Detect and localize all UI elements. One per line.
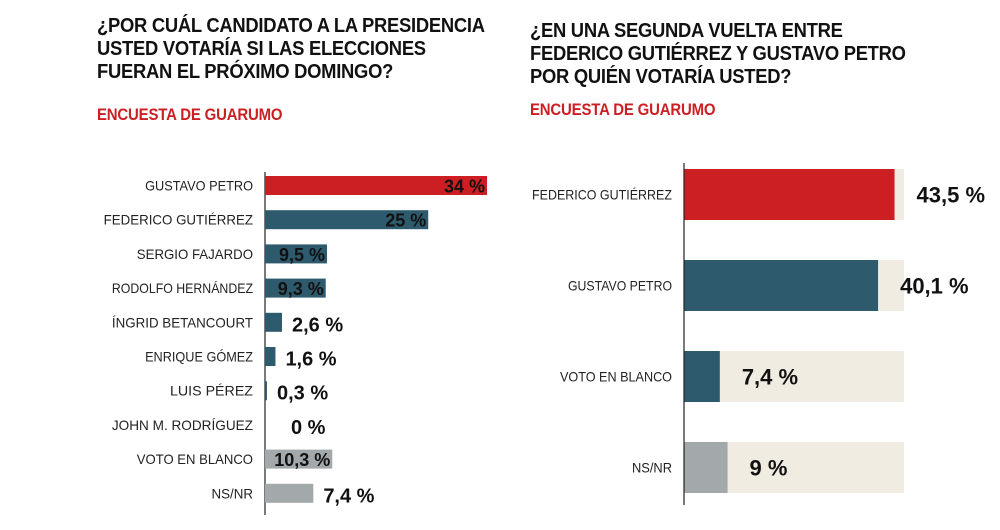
chart1-value-label: 34 % bbox=[444, 177, 485, 197]
chart1-bar bbox=[265, 210, 429, 230]
chart1-bar bbox=[265, 278, 326, 298]
chart1-bar bbox=[265, 312, 282, 332]
chart1-category-label: NS/NR bbox=[212, 485, 254, 501]
chart1-value-label: 10,3 % bbox=[274, 450, 330, 470]
chart1-category-label: FEDERICO GUTIÉRREZ bbox=[104, 212, 254, 228]
chart2-bar bbox=[684, 260, 879, 311]
chart1-bar bbox=[265, 347, 276, 366]
chart1-value-label: 9,3 % bbox=[278, 279, 324, 299]
chart1-category-label: SERGIO FAJARDO bbox=[137, 246, 253, 262]
chart1-category-label: RODOLFO HERNÁNDEZ bbox=[112, 280, 253, 296]
chart1-bar bbox=[265, 176, 487, 195]
chart1-bar bbox=[265, 244, 328, 264]
chart1-title: ¿POR CUÁL CANDIDATO A LA PRESIDENCIA UST… bbox=[97, 15, 485, 83]
chart2-value-label: 7,4 % bbox=[742, 365, 798, 390]
chart1-bar bbox=[265, 483, 314, 503]
chart2-bar bbox=[684, 442, 728, 493]
chart1-value-label: 0 % bbox=[291, 417, 326, 439]
chart1-value-label: 7,4 % bbox=[323, 485, 374, 507]
chart2-bar bbox=[684, 169, 895, 220]
chart2-category-label: NS/NR bbox=[632, 460, 672, 476]
chart2-category-label: FEDERICO GUTIÉRREZ bbox=[532, 187, 672, 203]
chart1-category-label: GUSTAVO PETRO bbox=[145, 178, 253, 194]
chart2-category-label: GUSTAVO PETRO bbox=[568, 278, 672, 294]
chart1-bar bbox=[265, 449, 333, 469]
chart1-value-label: 1,6 % bbox=[285, 349, 336, 371]
chart2-value-label: 40,1 % bbox=[900, 274, 969, 299]
chart2-track bbox=[684, 351, 904, 402]
chart2-bar bbox=[684, 351, 720, 402]
chart1-value-label: 0,3 % bbox=[277, 383, 328, 405]
chart1-value-label: 2,6 % bbox=[292, 314, 343, 336]
chart1-category-label: ÍNGRID BETANCOURT bbox=[112, 314, 254, 330]
chart1-value-label: 25 % bbox=[385, 211, 426, 231]
chart2-value-label: 9 % bbox=[750, 456, 788, 481]
chart2-value-label: 43,5 % bbox=[917, 183, 986, 208]
chart1-category-label: ENRIQUE GÓMEZ bbox=[145, 349, 253, 365]
chart2-category-label: VOTO EN BLANCO bbox=[560, 369, 672, 385]
chart1-category-label: JOHN M. RODRÍGUEZ bbox=[112, 417, 254, 433]
chart1-category-label: VOTO EN BLANCO bbox=[137, 451, 253, 467]
chart1-bar bbox=[265, 381, 267, 401]
chart1-category-label: LUIS PÉREZ bbox=[170, 383, 253, 399]
chart1-value-label: 9,5 % bbox=[279, 245, 325, 265]
chart2-title: ¿EN UNA SEGUNDA VUELTA ENTRE FEDERICO GU… bbox=[530, 20, 906, 88]
chart1-subtitle: ENCUESTA DE GUARUMO bbox=[97, 105, 283, 124]
chart2-subtitle: ENCUESTA DE GUARUMO bbox=[530, 100, 716, 119]
